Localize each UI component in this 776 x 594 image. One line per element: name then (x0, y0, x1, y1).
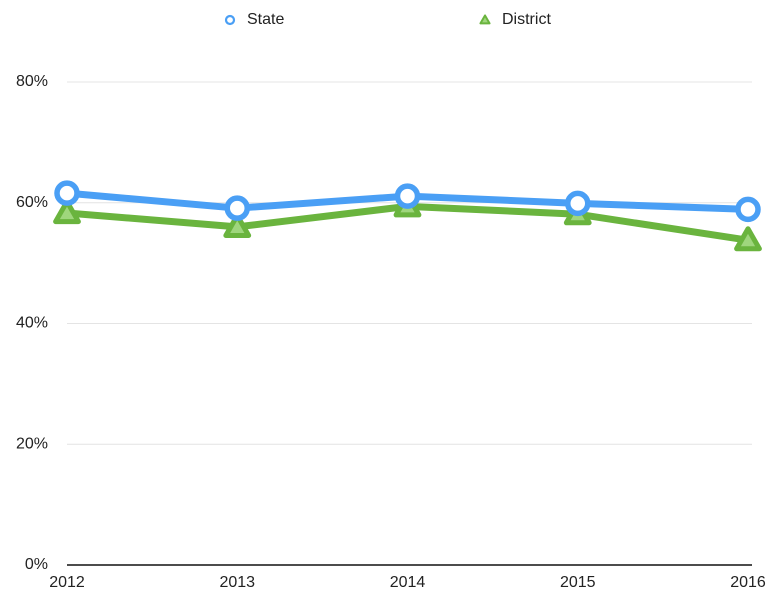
series (54, 180, 761, 223)
legend-label: State (247, 11, 284, 28)
y-tick-label: 80% (16, 73, 48, 90)
legend-marker (224, 14, 236, 26)
x-tick-label: 2013 (219, 574, 255, 591)
data-point (734, 226, 762, 252)
x-tick-label: 2014 (390, 574, 426, 591)
x-tick-label: 2015 (560, 574, 596, 591)
x-tick-label: 2012 (49, 574, 85, 591)
y-tick-label: 40% (16, 315, 48, 332)
y-tick-label: 20% (16, 435, 48, 452)
data-point (224, 195, 250, 221)
data-point (735, 196, 761, 223)
legend-label: District (502, 11, 551, 28)
data-point (54, 180, 80, 206)
y-tick-label: 0% (25, 556, 48, 573)
y-tick-label: 60% (16, 194, 48, 211)
legend-marker (479, 14, 491, 25)
x-tick-label: 2016 (730, 574, 766, 591)
data-point (565, 190, 591, 217)
legend-item: District (479, 11, 551, 28)
legend-item: State (224, 11, 284, 28)
data-point (53, 199, 81, 225)
data-point (394, 183, 421, 209)
data-point (223, 213, 252, 238)
